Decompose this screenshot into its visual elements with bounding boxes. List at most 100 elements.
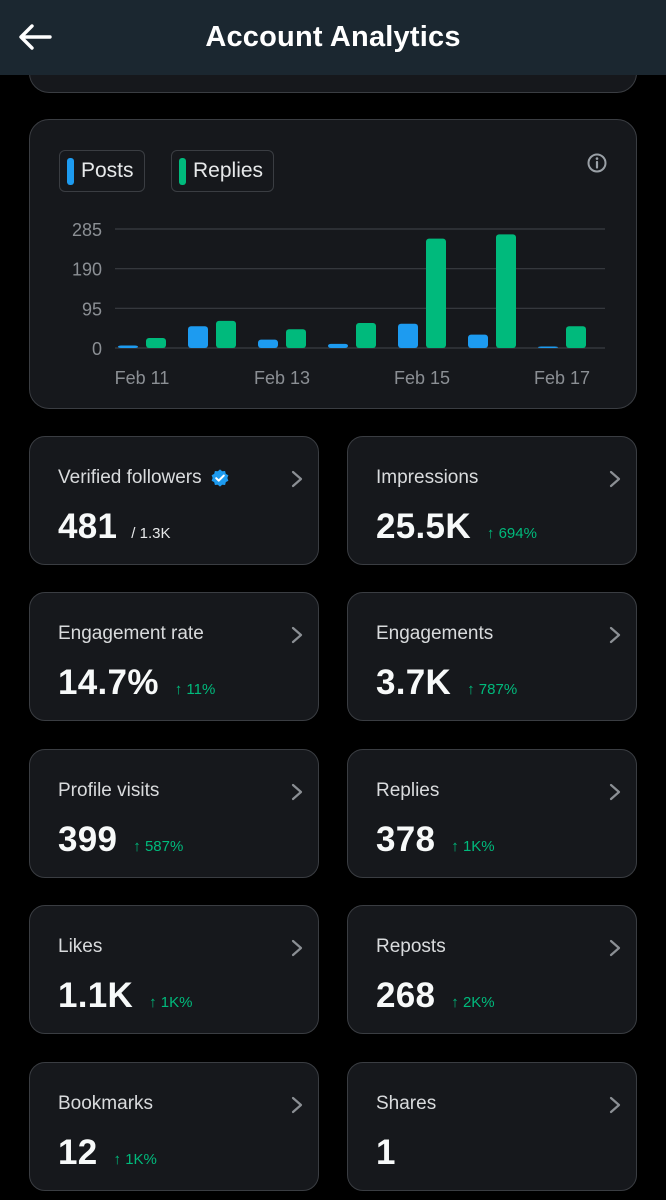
metric-value-row: 378 ↑ 1K% — [376, 820, 495, 860]
metric-card-likes[interactable]: Likes 1.1K ↑ 1K% — [29, 905, 319, 1034]
bar-posts-feb-14[interactable] — [328, 343, 348, 348]
metric-value-row: 14.7% ↑ 11% — [58, 663, 215, 703]
metric-label: Reposts — [376, 936, 446, 958]
metric-label-text: Engagement rate — [58, 623, 204, 644]
bar-replies-feb-11[interactable] — [146, 337, 166, 348]
metric-change: ↑ 1K% — [113, 1151, 157, 1168]
metric-card-impressions[interactable]: Impressions 25.5K ↑ 694% — [347, 436, 637, 565]
legend-posts-button[interactable]: Posts — [59, 150, 145, 192]
chevron-right-icon — [609, 783, 621, 801]
metric-value-row: 25.5K ↑ 694% — [376, 507, 537, 547]
metric-value: 3.7K — [376, 663, 452, 702]
y-tick-label: 285 — [72, 220, 102, 240]
top-bar: Account Analytics — [0, 0, 666, 75]
metric-value: 12 — [58, 1133, 98, 1172]
legend-replies-button[interactable]: Replies — [171, 150, 275, 192]
bar-posts-feb-17[interactable] — [538, 346, 558, 349]
metric-total: / 1.3K — [131, 525, 171, 542]
metric-value: 1 — [376, 1133, 396, 1172]
metric-label-text: Verified followers — [58, 467, 202, 488]
legend-replies-label: Replies — [193, 159, 264, 182]
metric-change: ↑ 1K% — [149, 994, 193, 1011]
metric-value-row: 268 ↑ 2K% — [376, 976, 495, 1016]
bar-chart: 285 190 95 0 Feb 11 Feb 13 Feb 15 Feb 17 — [72, 220, 605, 388]
chevron-right-icon — [291, 1096, 303, 1114]
metric-card-engagement-rate[interactable]: Engagement rate 14.7% ↑ 11% — [29, 592, 319, 721]
metric-card-reposts[interactable]: Reposts 268 ↑ 2K% — [347, 905, 637, 1034]
metric-card-shares[interactable]: Shares 1 — [347, 1062, 637, 1191]
metric-label: Shares — [376, 1093, 436, 1115]
bar-replies-feb-16[interactable] — [496, 234, 516, 348]
replies-swatch — [179, 157, 186, 185]
metric-change: ↑ 11% — [174, 681, 216, 698]
metric-label-text: Likes — [58, 936, 103, 957]
bar-posts-feb-16[interactable] — [468, 334, 488, 348]
chevron-right-icon — [609, 626, 621, 644]
metric-card-bookmarks[interactable]: Bookmarks 12 ↑ 1K% — [29, 1062, 319, 1191]
metric-value: 268 — [376, 976, 436, 1015]
bar-posts-feb-12[interactable] — [188, 326, 208, 348]
bar-posts-feb-11[interactable] — [118, 345, 138, 348]
x-tick-label: Feb 13 — [254, 368, 310, 388]
metric-label: Engagements — [376, 623, 493, 645]
back-button[interactable] — [16, 18, 54, 56]
y-tick-label: 0 — [92, 339, 102, 359]
metric-card-verified-followers[interactable]: Verified followers 481 / 1.3K — [29, 436, 319, 565]
verified-badge-icon — [211, 469, 228, 487]
metric-value-row: 481 / 1.3K — [58, 507, 171, 547]
bar-replies-feb-15[interactable] — [426, 238, 446, 348]
chart-card: Posts Replies 285 190 95 0 Feb 11 Feb 13 Feb 1… — [29, 119, 637, 409]
metric-value-row: 1 — [376, 1133, 396, 1173]
chevron-right-icon — [291, 470, 303, 488]
bar-posts-feb-13[interactable] — [258, 339, 278, 348]
x-tick-label: Feb 17 — [534, 368, 590, 388]
metric-value: 399 — [58, 820, 118, 859]
metric-value: 481 — [58, 507, 118, 546]
arrow-left-icon — [19, 24, 52, 50]
metric-label: Profile visits — [58, 780, 159, 802]
metric-label-text: Bookmarks — [58, 1093, 154, 1114]
chevron-right-icon — [291, 626, 303, 644]
chevron-right-icon — [609, 1096, 621, 1114]
y-tick-label: 190 — [72, 260, 102, 280]
chevron-right-icon — [609, 939, 621, 957]
bar-replies-feb-14[interactable] — [356, 322, 376, 348]
metric-label-text: Replies — [376, 780, 440, 801]
metric-label-text: Engagements — [376, 623, 494, 644]
chevron-right-icon — [291, 939, 303, 957]
metric-card-replies[interactable]: Replies 378 ↑ 1K% — [347, 749, 637, 878]
posts-swatch — [67, 157, 74, 185]
metric-label: Verified followers — [58, 467, 230, 489]
metric-value-row: 399 ↑ 587% — [58, 820, 183, 860]
chevron-right-icon — [609, 470, 621, 488]
metric-label: Impressions — [376, 467, 478, 489]
legend-posts-label: Posts — [81, 159, 134, 182]
metric-card-profile-visits[interactable]: Profile visits 399 ↑ 587% — [29, 749, 319, 878]
y-tick-label: 95 — [82, 299, 102, 319]
metric-change: ↑ 694% — [486, 525, 537, 542]
bar-replies-feb-17[interactable] — [566, 326, 586, 348]
metric-label: Likes — [58, 936, 102, 958]
metric-value: 378 — [376, 820, 436, 859]
metric-change: ↑ 587% — [133, 838, 184, 855]
metric-value-row: 3.7K ↑ 787% — [376, 663, 517, 703]
bar-replies-feb-13[interactable] — [286, 329, 306, 348]
metric-label: Engagement rate — [58, 623, 204, 645]
info-icon[interactable] — [585, 151, 609, 175]
metric-card-engagements[interactable]: Engagements 3.7K ↑ 787% — [347, 592, 637, 721]
metric-value-row: 1.1K ↑ 1K% — [58, 976, 193, 1016]
metric-change: ↑ 1K% — [451, 838, 495, 855]
metric-label-text: Profile visits — [58, 780, 160, 801]
metric-label-text: Reposts — [376, 936, 446, 957]
bar-replies-feb-12[interactable] — [216, 320, 236, 348]
metric-value: 1.1K — [58, 976, 134, 1015]
x-tick-label: Feb 11 — [115, 368, 170, 388]
metric-label: Bookmarks — [58, 1093, 153, 1115]
metric-value: 25.5K — [376, 507, 471, 546]
metric-value: 14.7% — [58, 663, 159, 702]
metric-label-text: Shares — [376, 1093, 437, 1114]
metric-value-row: 12 ↑ 1K% — [58, 1133, 157, 1173]
bar-posts-feb-15[interactable] — [398, 323, 418, 348]
metric-label-text: Impressions — [376, 467, 479, 488]
